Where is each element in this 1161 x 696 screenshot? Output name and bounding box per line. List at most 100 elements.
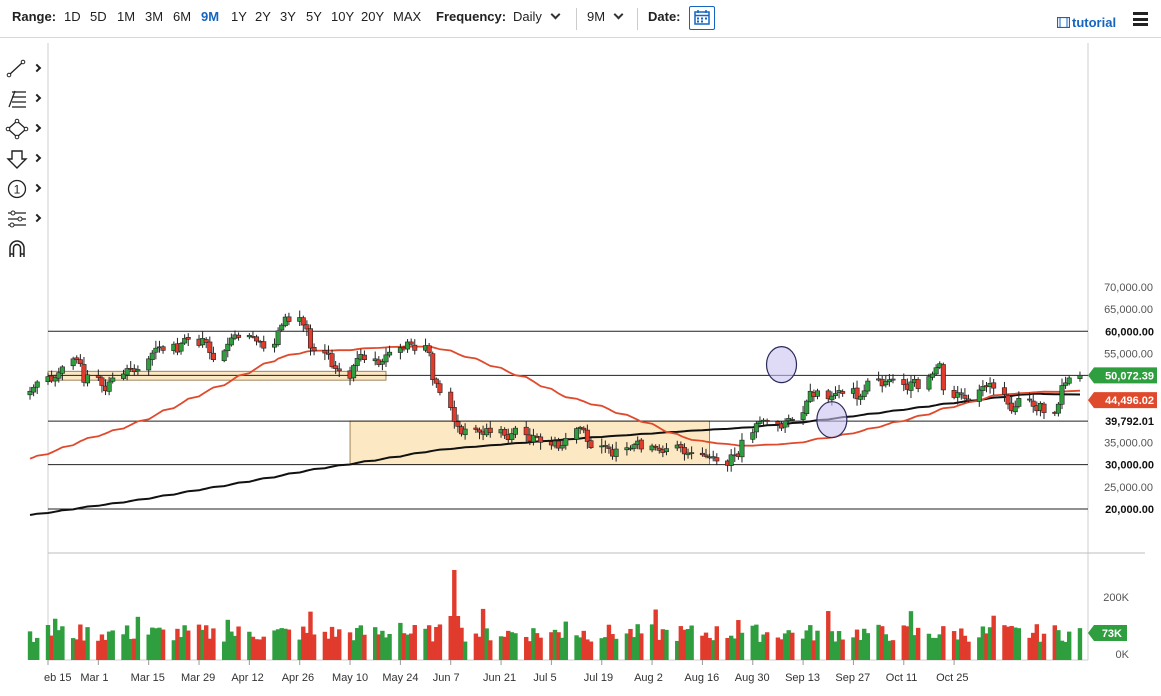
volume-bar xyxy=(362,634,367,660)
candle-body xyxy=(70,358,76,367)
fibonacci-tool-button[interactable] xyxy=(4,88,44,110)
volume-bar xyxy=(912,635,917,660)
candlestick xyxy=(333,360,339,374)
candlestick xyxy=(858,393,864,405)
x-tick-label: Jul 19 xyxy=(584,672,613,684)
arrow-tool-button[interactable] xyxy=(4,148,44,170)
range-button-1m[interactable]: 1M xyxy=(117,9,136,24)
volume-bar xyxy=(124,625,130,660)
range-button-2y[interactable]: 2Y xyxy=(255,9,271,24)
candlestick xyxy=(825,388,831,404)
candle-body xyxy=(448,391,454,408)
volume-bar xyxy=(412,625,417,660)
candlestick xyxy=(448,387,454,411)
candlestick xyxy=(56,367,62,383)
candlestick xyxy=(782,418,788,433)
range-button-9m[interactable]: 9M xyxy=(201,9,220,24)
candle-body xyxy=(1030,400,1036,407)
volume-bar xyxy=(703,632,709,660)
volume-bar xyxy=(157,627,162,660)
candle-body xyxy=(638,439,644,450)
candle-body xyxy=(185,336,191,340)
hamburger-menu-icon[interactable] xyxy=(1133,12,1148,26)
range-button-6m[interactable]: 6M xyxy=(173,9,192,24)
calendar-button[interactable] xyxy=(689,6,715,30)
range-button-3y[interactable]: 3Y xyxy=(280,9,296,24)
candlestick xyxy=(1030,394,1036,413)
measure-tool-button[interactable] xyxy=(4,208,44,230)
volume-bar xyxy=(383,637,389,660)
candle-body xyxy=(782,420,788,428)
candle-body xyxy=(699,452,705,456)
volume-bar xyxy=(937,634,942,660)
trendline-tool-button[interactable] xyxy=(4,58,44,80)
candle-body xyxy=(530,435,536,443)
candlestick xyxy=(95,369,101,382)
shape-tool-button[interactable] xyxy=(4,118,44,140)
range-button-1y[interactable]: 1Y xyxy=(231,9,247,24)
x-tick-label: May 10 xyxy=(332,672,368,684)
plot-frame xyxy=(47,43,1145,661)
volume-bar xyxy=(196,624,202,660)
volume-bar xyxy=(27,631,33,660)
candlestick xyxy=(27,386,33,400)
magnet-tool-button[interactable] xyxy=(4,238,44,260)
volume-bar xyxy=(574,635,579,660)
candle-body xyxy=(915,379,921,389)
range-button-max[interactable]: MAX xyxy=(393,9,422,24)
range-button-10y[interactable]: 10Y xyxy=(331,9,355,24)
frequency-label: Frequency: xyxy=(436,9,507,24)
volume-bar xyxy=(808,625,813,660)
candle-body xyxy=(789,418,795,421)
candle-body xyxy=(581,427,587,431)
volume-bar xyxy=(329,626,335,660)
volume-bar xyxy=(610,634,615,660)
candle-body xyxy=(236,334,242,338)
volume-bar xyxy=(31,641,36,660)
volume-bar xyxy=(563,621,568,660)
range-button-5d[interactable]: 5D xyxy=(90,9,107,24)
fibonacci-icon xyxy=(8,90,26,108)
candlestick xyxy=(789,417,795,422)
volume-bar xyxy=(854,629,860,660)
candle-body xyxy=(1059,385,1065,405)
volume-bar xyxy=(959,628,964,660)
candlestick xyxy=(728,449,734,472)
volume-bar xyxy=(901,625,906,660)
annotation-tool-button[interactable]: 1 xyxy=(4,178,44,200)
volume-bar xyxy=(862,628,867,660)
candlestick xyxy=(182,334,188,345)
range-button-3m[interactable]: 3M xyxy=(145,9,164,24)
volume-bar xyxy=(991,615,996,660)
volume-bar xyxy=(286,629,292,660)
volume-bar xyxy=(480,608,486,660)
range-button-1d[interactable]: 1D xyxy=(64,9,81,24)
candle-body xyxy=(832,393,838,397)
highlight-circle xyxy=(765,346,798,384)
candle-body xyxy=(487,427,493,433)
volume-bar xyxy=(757,641,763,660)
line-draw-icon xyxy=(6,59,26,78)
level-badge-label: 39,792.01 xyxy=(1105,416,1154,428)
volume-bar xyxy=(1063,641,1068,660)
x-tick-label: Oct 25 xyxy=(936,672,968,684)
volume-bar xyxy=(707,637,712,660)
range-button-20y[interactable]: 20Y xyxy=(361,9,385,24)
frequency-dropdown[interactable]: Daily xyxy=(513,9,561,24)
candle-body xyxy=(584,429,590,442)
candlestick xyxy=(962,388,968,404)
volume-bar xyxy=(434,627,439,660)
candle-body xyxy=(99,377,105,386)
period-dropdown[interactable]: 9M xyxy=(587,9,624,24)
candle-body xyxy=(225,343,231,352)
tutorial-link[interactable]: tutorial xyxy=(1056,15,1116,30)
range-button-5y[interactable]: 5Y xyxy=(306,9,322,24)
candle-body xyxy=(81,364,87,383)
volume-bar xyxy=(207,638,213,660)
candle-body xyxy=(538,436,544,443)
candlestick xyxy=(412,339,418,355)
calendar-icon xyxy=(694,10,710,25)
ma-fast-line xyxy=(29,345,1081,460)
volume-bar xyxy=(926,633,932,660)
